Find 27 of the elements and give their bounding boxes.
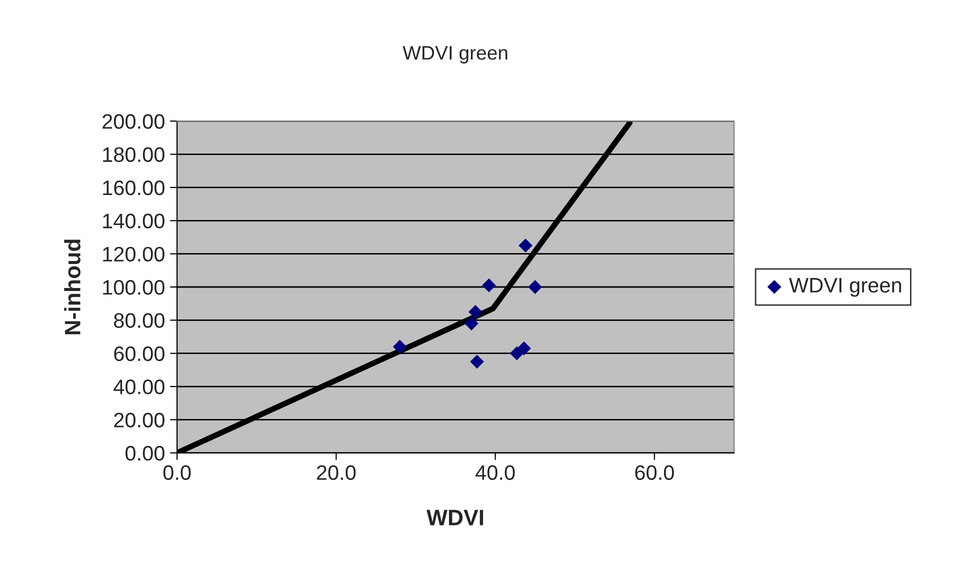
x-tick-label: 20.0 xyxy=(316,465,356,480)
point xyxy=(468,304,482,319)
y-tick-label: 100.00 xyxy=(103,280,164,295)
point xyxy=(518,238,532,252)
y-tick-label: 40.00 xyxy=(114,380,164,394)
point xyxy=(517,341,531,356)
y-tick-label: 200.00 xyxy=(102,114,164,129)
legend-label: WDVI green xyxy=(789,278,902,297)
y-axis-title: N-inhoud xyxy=(64,240,80,334)
point xyxy=(528,280,542,294)
point xyxy=(470,354,484,369)
y-tick-label: 20.00 xyxy=(114,412,164,428)
point xyxy=(482,278,496,292)
x-tick-label: 0.0 xyxy=(163,465,191,480)
y-tick-label: 60.00 xyxy=(114,346,164,362)
y-tick-label: 180.00 xyxy=(103,147,164,162)
x-tick-label: 60.0 xyxy=(635,465,674,480)
y-tick-label: 160.00 xyxy=(103,180,164,196)
point xyxy=(392,340,407,354)
point xyxy=(464,316,478,330)
y-tick-label: 80.00 xyxy=(114,313,164,328)
chart-title: WDVI green xyxy=(402,46,508,64)
y-tick-label: 120.00 xyxy=(103,246,164,262)
y-tick-label: 140.00 xyxy=(103,214,164,228)
x-axis-title: WDVI xyxy=(426,510,484,526)
x-tick-label: 40.0 xyxy=(476,465,515,480)
y-tick-label: 0.00 xyxy=(126,446,164,461)
